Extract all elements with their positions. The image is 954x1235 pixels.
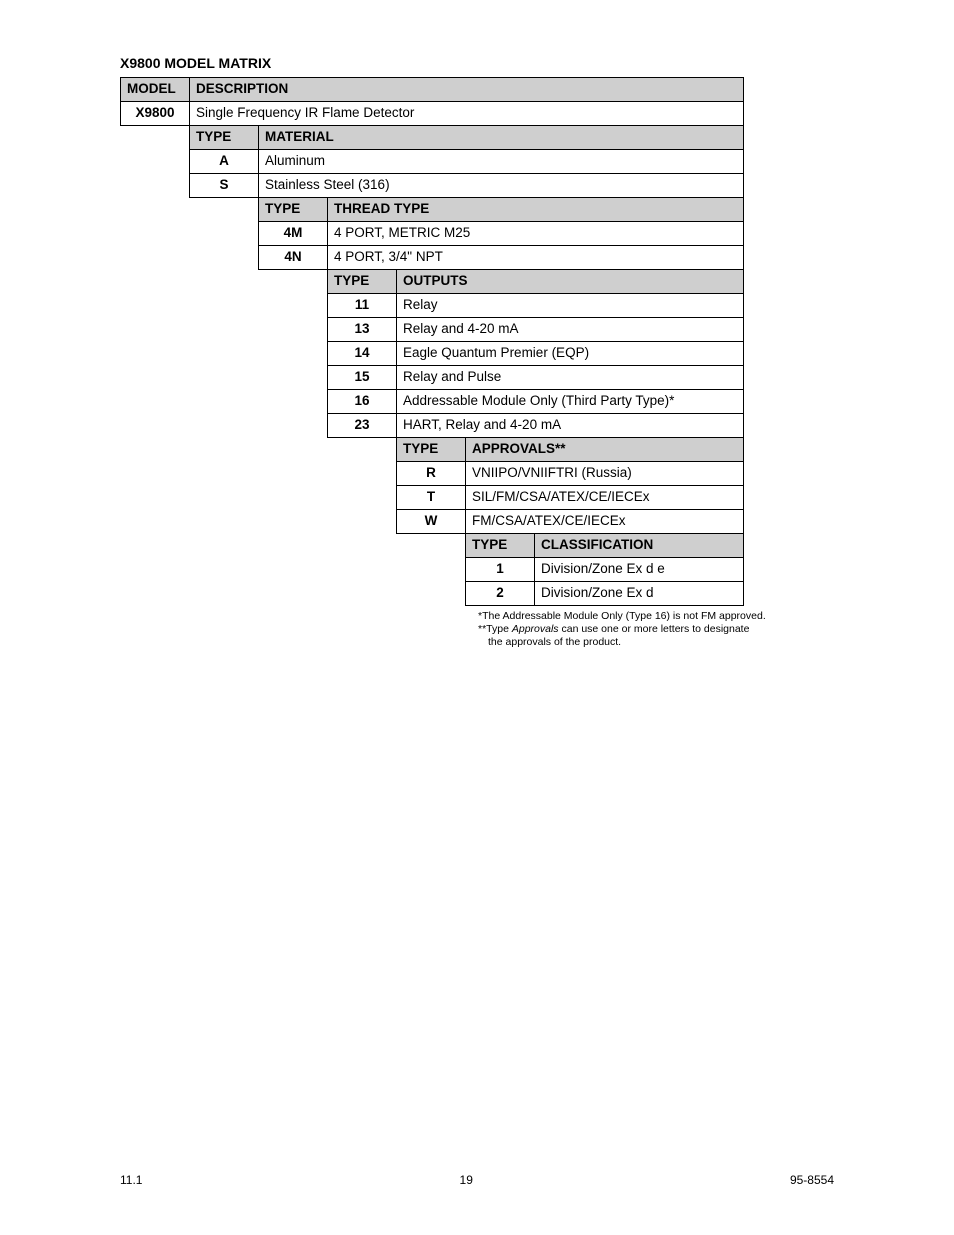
header-classification-type: TYPE <box>466 534 535 558</box>
table-row: R VNIIPO/VNIIFTRI (Russia) <box>121 462 744 486</box>
header-material-type: TYPE <box>190 126 259 150</box>
material-desc: Stainless Steel (316) <box>259 174 744 198</box>
footnote-line: *The Addressable Module Only (Type 16) i… <box>478 610 834 623</box>
approvals-code: W <box>397 510 466 534</box>
footnote-text: **Type <box>478 623 512 635</box>
table-row: T SIL/FM/CSA/ATEX/CE/IECEx <box>121 486 744 510</box>
table-row: TYPE THREAD TYPE <box>121 198 744 222</box>
footnote-text: can use one or more letters to designate <box>559 623 750 635</box>
table-row: 11 Relay <box>121 294 744 318</box>
outputs-code: 23 <box>328 414 397 438</box>
model-matrix-table: MODEL DESCRIPTION X9800 Single Frequency… <box>120 77 744 606</box>
approvals-code: R <box>397 462 466 486</box>
table-row: A Aluminum <box>121 150 744 174</box>
page-footer: 11.1 19 95-8554 <box>120 1173 834 1187</box>
model-desc: Single Frequency IR Flame Detector <box>190 102 744 126</box>
outputs-desc: Relay <box>397 294 744 318</box>
table-row: 16 Addressable Module Only (Third Party … <box>121 390 744 414</box>
table-row: 2 Division/Zone Ex d <box>121 582 744 606</box>
table-row: TYPE CLASSIFICATION <box>121 534 744 558</box>
model-code: X9800 <box>121 102 190 126</box>
outputs-desc: Addressable Module Only (Third Party Typ… <box>397 390 744 414</box>
material-code: A <box>190 150 259 174</box>
footnote-line: the approvals of the product. <box>478 636 834 649</box>
table-row: 4M 4 PORT, METRIC M25 <box>121 222 744 246</box>
table-row: 15 Relay and Pulse <box>121 366 744 390</box>
footnote-em: Approvals <box>512 623 559 635</box>
table-row: X9800 Single Frequency IR Flame Detector <box>121 102 744 126</box>
classification-desc: Division/Zone Ex d <box>535 582 744 606</box>
approvals-code: T <box>397 486 466 510</box>
thread-desc: 4 PORT, 3/4" NPT <box>328 246 744 270</box>
table-row: 14 Eagle Quantum Premier (EQP) <box>121 342 744 366</box>
thread-code: 4M <box>259 222 328 246</box>
outputs-code: 16 <box>328 390 397 414</box>
approvals-desc: FM/CSA/ATEX/CE/IECEx <box>466 510 744 534</box>
table-row: MODEL DESCRIPTION <box>121 78 744 102</box>
thread-desc: 4 PORT, METRIC M25 <box>328 222 744 246</box>
header-outputs-type: TYPE <box>328 270 397 294</box>
outputs-desc: Relay and 4-20 mA <box>397 318 744 342</box>
material-code: S <box>190 174 259 198</box>
header-model: MODEL <box>121 78 190 102</box>
table-row: W FM/CSA/ATEX/CE/IECEx <box>121 510 744 534</box>
header-classification: CLASSIFICATION <box>535 534 744 558</box>
outputs-code: 15 <box>328 366 397 390</box>
table-row: S Stainless Steel (316) <box>121 174 744 198</box>
material-desc: Aluminum <box>259 150 744 174</box>
classification-desc: Division/Zone Ex d e <box>535 558 744 582</box>
table-row: 13 Relay and 4-20 mA <box>121 318 744 342</box>
page-title: X9800 MODEL MATRIX <box>120 55 834 71</box>
table-row: TYPE OUTPUTS <box>121 270 744 294</box>
outputs-desc: Relay and Pulse <box>397 366 744 390</box>
footer-left: 11.1 <box>120 1173 142 1187</box>
header-description: DESCRIPTION <box>190 78 744 102</box>
classification-code: 1 <box>466 558 535 582</box>
table-row: 1 Division/Zone Ex d e <box>121 558 744 582</box>
outputs-code: 11 <box>328 294 397 318</box>
header-outputs: OUTPUTS <box>397 270 744 294</box>
outputs-desc: Eagle Quantum Premier (EQP) <box>397 342 744 366</box>
footer-right: 95-8554 <box>790 1173 834 1187</box>
header-thread-type: TYPE <box>259 198 328 222</box>
table-row: 4N 4 PORT, 3/4" NPT <box>121 246 744 270</box>
footer-center: 19 <box>460 1173 473 1187</box>
table-row: 23 HART, Relay and 4-20 mA <box>121 414 744 438</box>
header-thread: THREAD TYPE <box>328 198 744 222</box>
outputs-code: 13 <box>328 318 397 342</box>
header-approvals-type: TYPE <box>397 438 466 462</box>
approvals-desc: SIL/FM/CSA/ATEX/CE/IECEx <box>466 486 744 510</box>
classification-code: 2 <box>466 582 535 606</box>
thread-code: 4N <box>259 246 328 270</box>
footnote-line: **Type Approvals can use one or more let… <box>478 623 834 636</box>
header-approvals: APPROVALS** <box>466 438 744 462</box>
table-row: TYPE MATERIAL <box>121 126 744 150</box>
outputs-code: 14 <box>328 342 397 366</box>
outputs-desc: HART, Relay and 4-20 mA <box>397 414 744 438</box>
footnotes: *The Addressable Module Only (Type 16) i… <box>478 610 834 649</box>
approvals-desc: VNIIPO/VNIIFTRI (Russia) <box>466 462 744 486</box>
header-material: MATERIAL <box>259 126 744 150</box>
table-row: TYPE APPROVALS** <box>121 438 744 462</box>
